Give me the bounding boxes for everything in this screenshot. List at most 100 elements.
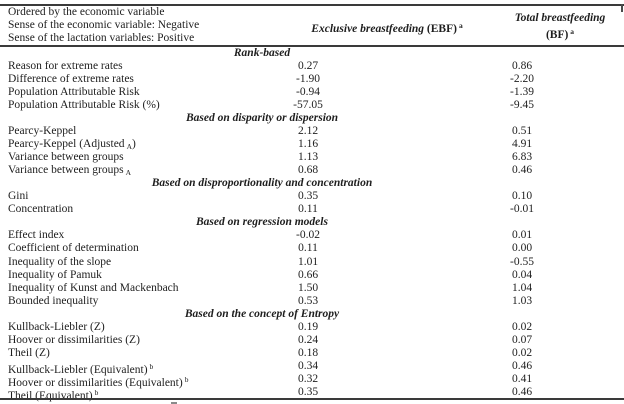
- subscript-mark: A: [125, 168, 132, 178]
- row-label-text: Coefficient of determination: [8, 242, 139, 255]
- bf-value: 0.46: [511, 385, 533, 398]
- row-label: Theil (Z): [8, 347, 50, 360]
- ebf-value: 0.11: [298, 242, 318, 255]
- bf-value: -9.45: [510, 99, 534, 112]
- table-row: Concentration 0.11 -0.01: [0, 203, 624, 216]
- row-label: Coefficient of determination: [8, 242, 139, 255]
- bf-value: 0.41: [511, 372, 533, 385]
- ebf-value: 0.35: [297, 385, 319, 398]
- row-label: Bounded inequality: [8, 295, 98, 308]
- row-label-text: Inequality of Kunst and Mackenbach: [8, 281, 179, 294]
- footnote-mark-a: a: [458, 21, 463, 30]
- bf-value: 0.07: [511, 333, 533, 346]
- row-label-text: Inequality of the slope: [8, 255, 112, 268]
- row-label-text: Theil (Z): [8, 346, 50, 359]
- table-row: Population Attributable Risk -0.94 -1.39: [0, 86, 624, 99]
- ebf-value: 1.13: [297, 151, 319, 164]
- bf-value: 0.01: [511, 229, 533, 242]
- section-row: Based on regression models: [0, 216, 624, 229]
- ebf-value: 0.19: [297, 320, 319, 333]
- bf-value: -0.55: [510, 255, 534, 268]
- row-label: Kullback-Liebler (Z): [8, 321, 105, 334]
- footnote-mark-b: b: [184, 374, 189, 384]
- column-header-bf-abbrev-line: (BF) a: [480, 25, 624, 42]
- ebf-value: 0.11: [298, 203, 318, 216]
- ebf-value: -0.94: [296, 86, 320, 99]
- table-row: Inequality of Kunst and Mackenbach 1.50 1.…: [0, 282, 624, 295]
- bf-value: 0.51: [511, 125, 533, 138]
- row-label-text: Concentration: [8, 203, 74, 216]
- row-label: Variance between groups: [8, 151, 124, 164]
- row-label: Inequality of Kunst and Mackenbach: [8, 282, 179, 295]
- row-label-text: Population Attributable Risk: [8, 86, 140, 99]
- bf-value: 0.04: [511, 268, 533, 281]
- row-label-text: Kullback-Liebler (Z): [8, 320, 105, 333]
- bf-value: 1.03: [511, 294, 533, 307]
- row-label: Population Attributable Risk (%): [8, 99, 160, 112]
- table-row: Gini 0.35 0.10: [0, 190, 624, 203]
- table-row: Bounded inequality 0.53 1.03: [0, 295, 624, 308]
- section-title: Based on disproportionality and concentr…: [151, 177, 373, 190]
- column-header-bf-name: Total breastfeeding: [514, 12, 606, 24]
- ebf-value: 0.24: [297, 333, 319, 346]
- column-header-ebf-abbrev: (EBF): [426, 23, 457, 35]
- table-row: Population Attributable Risk (%) -57.05 -9…: [0, 99, 624, 112]
- indicator-table-body: Rank-based Reason for extreme rates 0.27 0.…: [0, 47, 624, 402]
- section-title: Based on regression models: [196, 216, 328, 229]
- row-label: Pearcy-Keppel (Adjusted A): [8, 138, 136, 153]
- table-row: Effect index -0.02 0.01: [0, 229, 624, 242]
- bf-value: 0.46: [511, 164, 533, 177]
- header-condition-line: Ordered by the economic variable: [8, 6, 165, 18]
- ebf-value: -0.02: [296, 229, 320, 242]
- ebf-value: 0.53: [297, 294, 319, 307]
- row-label-text: Reason for extreme rates: [8, 60, 123, 73]
- bf-value: 6.83: [511, 151, 533, 164]
- row-label-text: Variance between groups: [8, 164, 124, 177]
- table-row: Variance between groups 1.13 6.83: [0, 151, 624, 164]
- table-row: Hoover or dissimilarities (Equivalent) b 0…: [0, 372, 624, 389]
- column-header-bf-abbrev: (BF): [545, 29, 569, 41]
- column-header-ebf-name: Exclusive breastfeeding: [311, 23, 425, 35]
- cutoff-footnote-fragment: [171, 402, 177, 404]
- bf-value: 0.00: [511, 242, 533, 255]
- row-label: Pearcy-Keppel: [8, 125, 76, 138]
- scan-edge-fragment: [621, 4, 623, 12]
- table-row: Theil (Z) 0.18 0.02: [0, 347, 624, 360]
- row-label: Inequality of the slope: [8, 256, 111, 269]
- row-label-text: Hoover or dissimilarities (Z): [8, 333, 140, 346]
- row-label: Gini: [8, 190, 28, 203]
- bf-value: 1.04: [511, 281, 533, 294]
- table-row: Kullback-Liebler (Z) 0.19 0.02: [0, 321, 624, 334]
- table-row: Theil (Equivalent) b 0.35 0.46: [0, 385, 624, 402]
- ebf-value: 0.27: [297, 60, 319, 73]
- table-row: Reason for extreme rates 0.27 0.86: [0, 60, 624, 73]
- ebf-value: 0.35: [297, 190, 319, 203]
- section-row: Based on the concept of Entropy: [0, 308, 624, 321]
- column-header-bf: Total breastfeeding (BF) a: [480, 12, 624, 42]
- table-row: Inequality of the slope 1.01 -0.55: [0, 256, 624, 269]
- row-label-text: Inequality of Pamuk: [8, 268, 102, 281]
- row-label: Variance between groups A: [8, 164, 131, 179]
- row-label-text: Hoover or dissimilarities (Equivalent): [8, 376, 183, 389]
- ebf-value: 1.50: [297, 281, 319, 294]
- bf-value: -0.01: [510, 203, 534, 216]
- row-label: Reason for extreme rates: [8, 60, 123, 73]
- table-row: Coefficient of determination 0.11 0.00: [0, 242, 624, 255]
- subscript-mark: A: [126, 142, 132, 152]
- bf-value: 0.46: [511, 359, 533, 372]
- column-header-ebf: Exclusive breastfeeding (EBF) a: [277, 19, 497, 36]
- ebf-value: -1.90: [296, 73, 320, 86]
- row-label: Kullback-Liebler (Equivalent) b: [8, 360, 153, 377]
- row-label-text: ): [131, 138, 136, 151]
- section-title: Based on disparity or dispersion: [185, 112, 339, 125]
- ebf-value: 2.12: [297, 125, 319, 138]
- table-row: Hoover or dissimilarities (Z) 0.24 0.07: [0, 334, 624, 347]
- row-label-text: Kullback-Liebler (Equivalent): [8, 363, 148, 376]
- row-label-text: Pearcy-Keppel: [8, 125, 77, 138]
- table-row: Kullback-Liebler (Equivalent) b 0.34 0.46: [0, 359, 624, 376]
- row-label: Concentration: [8, 203, 73, 216]
- section-row: Based on disparity or dispersion: [0, 112, 624, 125]
- table-row: Pearcy-Keppel 2.12 0.51: [0, 125, 624, 138]
- row-label: Population Attributable Risk: [8, 86, 140, 99]
- ebf-value: 0.68: [297, 164, 319, 177]
